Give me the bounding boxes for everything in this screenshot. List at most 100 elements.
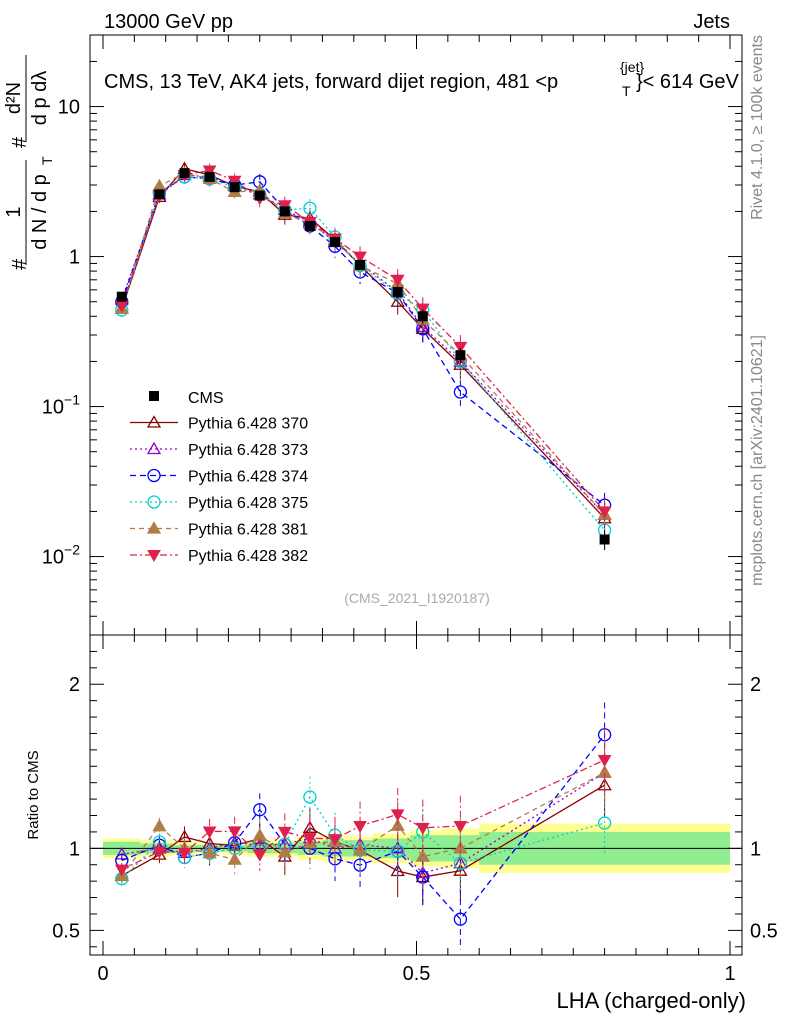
ratio-point — [303, 833, 317, 846]
ratio-point — [114, 864, 129, 877]
ratio-point — [390, 841, 405, 854]
legend-label: Pythia 6.428 374 — [188, 469, 308, 486]
y-tick-label: 1 — [69, 247, 80, 269]
legend-marker-cms — [149, 391, 159, 401]
cms-point — [392, 287, 403, 298]
series-line-main — [121, 169, 606, 512]
series-line-main — [121, 174, 606, 516]
x-axis-label: LHA (charged-only) — [556, 988, 746, 1013]
legend-label: Pythia 6.428 373 — [188, 442, 308, 459]
cms-point — [179, 168, 190, 179]
chart-title: CMS, 13 TeV, AK4 jets, forward dijet reg… — [104, 59, 740, 99]
ratio-y-tick-label: 0.5 — [52, 920, 80, 942]
series-point — [390, 294, 405, 307]
x-tick-label: 1 — [724, 963, 735, 985]
svg-text:{jet}: {jet} — [620, 59, 644, 75]
ratio-panel: 0 0.5 1 0.5 0.5 1 1 2 2 — [52, 634, 778, 985]
ratio-y-axis-label: Ratio to CMS — [25, 750, 42, 839]
watermark: (CMS_2021_I1920187) — [344, 590, 490, 606]
legend-marker — [146, 521, 162, 534]
series-line-main — [121, 168, 606, 519]
ratio-point — [415, 822, 430, 835]
ratio-point — [277, 826, 292, 839]
ratio-point — [303, 790, 317, 804]
legend-marker — [146, 441, 162, 455]
ratio-point — [152, 818, 167, 832]
ratio-point — [202, 826, 217, 839]
ratio-point — [202, 845, 217, 859]
svg-text:}< 614 GeV: }< 614 GeV — [636, 71, 740, 93]
legend-marker — [147, 468, 161, 483]
cms-point — [229, 182, 240, 193]
ratio-point — [453, 820, 468, 833]
series-point — [152, 178, 167, 192]
legend-marker — [147, 495, 161, 509]
cms-point — [417, 311, 428, 322]
series-point — [227, 175, 242, 188]
cms-point — [254, 190, 265, 201]
series-line-ratio — [121, 772, 605, 874]
cms-point — [599, 534, 610, 545]
legend-label: Pythia 6.428 370 — [188, 416, 308, 433]
ratio-frame — [89, 634, 743, 956]
main-panel: 10−2 10−1 1 10 — [42, 34, 743, 636]
legend-marker — [147, 550, 161, 563]
svg-text:d N / d p: d N / d p — [29, 174, 51, 250]
main-y-axis-label: # 1 d N / d p T # d²N d p dλ — [3, 71, 55, 270]
legend-label: Pythia 6.428 381 — [188, 522, 308, 539]
ratio-point — [328, 834, 342, 847]
ratio-y-tick-label-right: 2 — [750, 674, 761, 696]
series-point — [277, 200, 292, 213]
series-point — [453, 385, 468, 399]
series-point — [453, 341, 468, 354]
series-point — [390, 274, 405, 287]
ratio-point — [252, 849, 267, 862]
x-tick-label: 0.5 — [403, 963, 431, 985]
series-point — [202, 165, 217, 178]
ratio-point — [597, 816, 612, 830]
series-line-ratio — [121, 795, 605, 880]
ratio-y-tick-label-right: 1 — [750, 838, 761, 860]
x-tick-label: 0 — [97, 963, 108, 985]
legend-marker — [146, 415, 162, 428]
cms-point — [329, 237, 340, 248]
ratio-point — [353, 820, 367, 833]
svg-text:CMS, 13 TeV, AK4 jets, forward: CMS, 13 TeV, AK4 jets, forward dijet reg… — [104, 71, 558, 93]
ratio-point — [253, 803, 267, 817]
cms-point — [204, 171, 215, 182]
y-tick-label: 10−2 — [42, 542, 80, 569]
ratio-point — [152, 846, 167, 859]
legend-label: Pythia 6.428 382 — [188, 548, 308, 565]
series-line-main — [121, 172, 606, 516]
svg-text:d²N: d²N — [3, 82, 25, 114]
ratio-point — [177, 847, 192, 860]
cms-point — [455, 350, 466, 361]
svg-text:T: T — [39, 156, 55, 165]
svg-text:1: 1 — [3, 206, 25, 217]
svg-text:T: T — [622, 83, 631, 99]
svg-text:d p dλ: d p dλ — [29, 71, 51, 125]
series-point — [597, 506, 612, 519]
svg-text:#: # — [9, 258, 31, 270]
main-frame — [89, 34, 743, 636]
ratio-point — [227, 826, 242, 839]
ratio-point — [453, 912, 468, 926]
legend: CMS Pythia 6.428 370 Pythia 6.428 373 Pythi… — [130, 390, 308, 565]
cms-point — [154, 189, 165, 200]
side-label-mcplots: mcplots.cern.ch [arXiv:2401.10621] — [749, 335, 766, 586]
header-right: Jets — [693, 11, 730, 33]
cms-point — [304, 220, 315, 231]
ratio-y-tick-label: 2 — [69, 674, 80, 696]
cms-point — [116, 291, 127, 302]
cms-point — [279, 206, 290, 217]
header-left: 13000 GeV pp — [104, 11, 233, 33]
y-tick-label: 10−1 — [42, 392, 80, 419]
ratio-y-tick-label-right: 0.5 — [750, 920, 778, 942]
series-point — [353, 251, 367, 264]
series-point — [415, 303, 430, 316]
cms-point — [355, 259, 366, 270]
ratio-point — [597, 754, 612, 767]
ratio-point — [227, 852, 242, 865]
ratio-point — [390, 809, 405, 822]
